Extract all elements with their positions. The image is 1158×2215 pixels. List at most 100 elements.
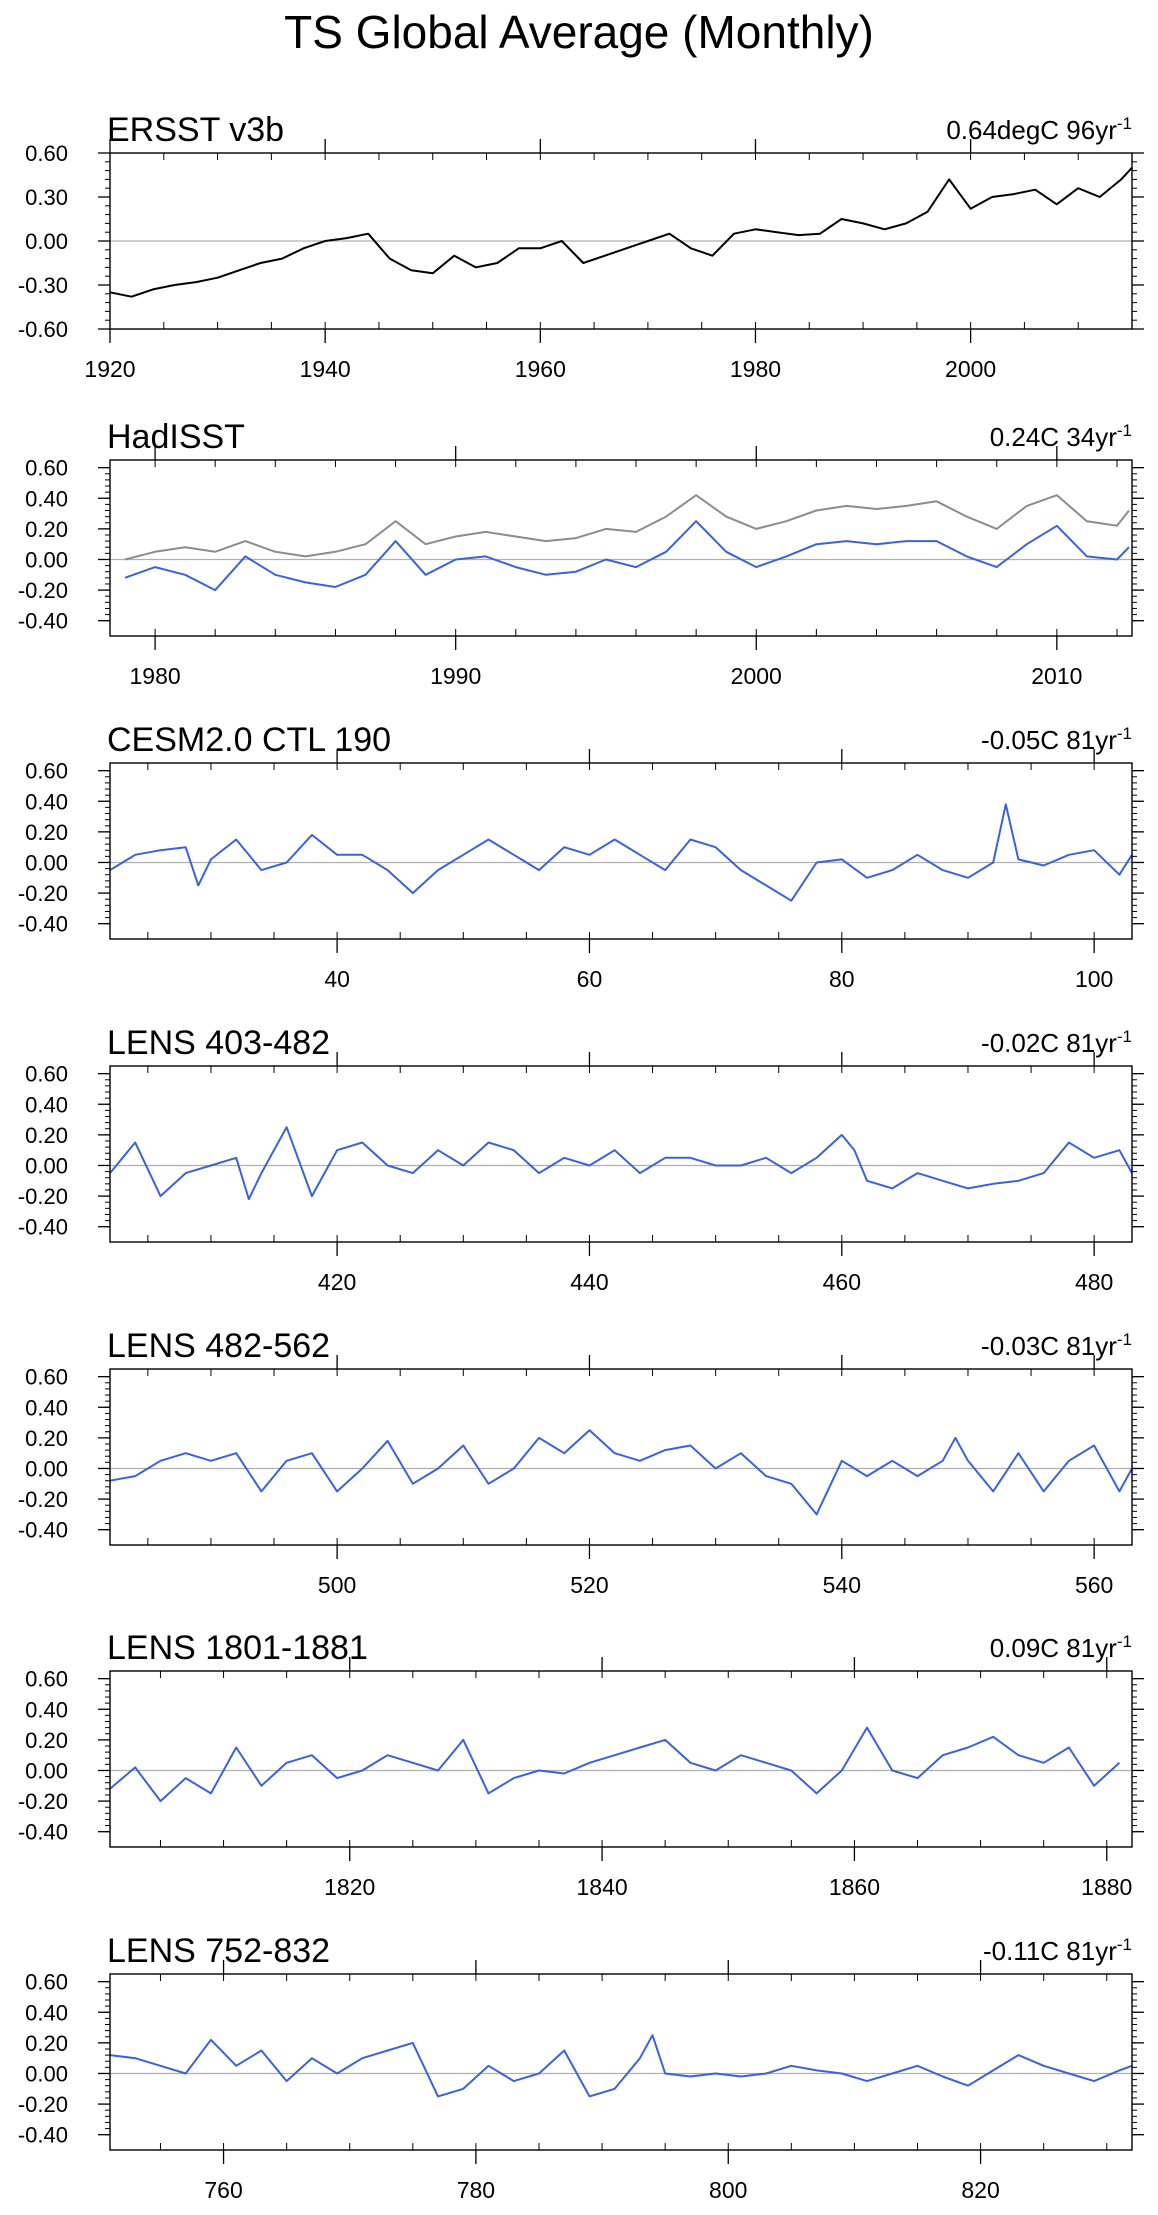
y-tick-label: 0.00: [25, 229, 68, 254]
x-tick-label: 1940: [300, 356, 351, 382]
y-tick-label: 0.00: [25, 1153, 68, 1178]
x-tick-label: 1960: [515, 356, 566, 382]
series-line: [124, 520, 1130, 592]
y-tick-label: 0.00: [25, 1758, 68, 1783]
series-line: [109, 1126, 1133, 1201]
series-line: [124, 494, 1130, 561]
panel-title: CESM2.0 CTL 190: [107, 721, 391, 759]
x-tick-label: 500: [318, 1572, 356, 1598]
panel-title: LENS 482-562: [107, 1327, 330, 1365]
y-tick-label: 0.20: [25, 2031, 68, 2056]
y-tick-label: -0.20: [18, 881, 68, 906]
y-tick-label: -0.40: [18, 1518, 68, 1543]
x-tick-label: 560: [1075, 1572, 1113, 1598]
panel-6: LENS 1801-1881 0.09C 81yr-1 1820 1840 1860 18…: [18, 1629, 1144, 1900]
x-tick-label: 760: [204, 2177, 242, 2203]
x-tick-label: 1820: [324, 1874, 375, 1900]
x-tick-label: 820: [961, 2177, 999, 2203]
y-tick-label: 0.20: [25, 1728, 68, 1753]
x-tick-label: 2000: [945, 356, 996, 382]
y-tick-label: 0.40: [25, 1092, 68, 1117]
y-tick-label: -0.60: [18, 317, 68, 342]
panel-7: LENS 752-832 -0.11C 81yr-1 760 780 800 820 0.6…: [18, 1932, 1144, 2203]
y-tick-label: 0.20: [25, 1426, 68, 1451]
y-tick-label: -0.20: [18, 1487, 68, 1512]
series-line: [109, 167, 1133, 298]
figure-title: TS Global Average (Monthly): [284, 6, 874, 58]
panel-title: LENS 752-832: [107, 1932, 330, 1970]
panel-annotation: 0.24C 34yr-1: [990, 421, 1132, 452]
panel-title: ERSST v3b: [107, 111, 284, 149]
y-tick-label: 0.20: [25, 820, 68, 845]
y-tick-label: -0.20: [18, 1789, 68, 1814]
y-tick-label: 0.20: [25, 517, 68, 542]
x-tick-label: 480: [1075, 1269, 1113, 1295]
x-tick-label: 1920: [84, 356, 135, 382]
plot-frame: [109, 1368, 1133, 1546]
y-tick-label: -0.40: [18, 609, 68, 634]
x-tick-label: 520: [570, 1572, 608, 1598]
y-tick-label: 0.00: [25, 850, 68, 875]
y-tick-label: 0.30: [25, 185, 68, 210]
y-tick-label: 0.60: [25, 141, 68, 166]
y-tick-label: -0.30: [18, 273, 68, 298]
plot-frame: [109, 1670, 1133, 1848]
y-tick-label: 0.00: [25, 1456, 68, 1481]
panel-annotation: -0.05C 81yr-1: [981, 724, 1132, 755]
panel-annotation: -0.03C 81yr-1: [981, 1330, 1132, 1361]
x-tick-label: 460: [823, 1269, 861, 1295]
x-tick-label: 420: [318, 1269, 356, 1295]
x-tick-label: 440: [570, 1269, 608, 1295]
x-tick-label: 40: [324, 966, 350, 992]
y-tick-label: 0.60: [25, 1667, 68, 1692]
x-tick-label: 1880: [1081, 1874, 1132, 1900]
y-tick-label: 0.20: [25, 1123, 68, 1148]
x-tick-label: 100: [1075, 966, 1113, 992]
x-tick-label: 2010: [1031, 663, 1082, 689]
series-line: [109, 803, 1133, 902]
x-tick-label: 1840: [576, 1874, 627, 1900]
y-tick-label: -0.40: [18, 2123, 68, 2148]
y-tick-label: 0.60: [25, 759, 68, 784]
y-tick-label: 0.60: [25, 1365, 68, 1390]
x-tick-label: 540: [823, 1572, 861, 1598]
y-tick-label: 0.40: [25, 1395, 68, 1420]
panel-2: HadISST 0.24C 34yr-1 1980 1990 2000 2010 0.60 0…: [18, 418, 1144, 689]
y-tick-label: 0.40: [25, 486, 68, 511]
x-tick-label: 800: [709, 2177, 747, 2203]
panel-annotation: 0.09C 81yr-1: [990, 1632, 1132, 1663]
y-tick-label: -0.40: [18, 912, 68, 937]
y-tick-label: 0.00: [25, 2061, 68, 2086]
x-tick-label: 2000: [731, 663, 782, 689]
x-tick-label: 780: [457, 2177, 495, 2203]
panel-5: LENS 482-562 -0.03C 81yr-1 500 520 540 560 0.6…: [18, 1327, 1144, 1598]
panel-annotation: -0.02C 81yr-1: [981, 1027, 1132, 1058]
y-tick-label: 0.60: [25, 1062, 68, 1087]
panel-title: HadISST: [107, 418, 245, 456]
plot-frame: [109, 1065, 1133, 1243]
y-tick-label: 0.60: [25, 1970, 68, 1995]
plot-frame: [109, 1973, 1133, 2151]
x-tick-label: 80: [829, 966, 855, 992]
x-tick-label: 60: [577, 966, 603, 992]
y-tick-label: 0.40: [25, 1697, 68, 1722]
y-tick-label: 0.40: [25, 789, 68, 814]
y-tick-label: -0.40: [18, 1820, 68, 1845]
panel-4: LENS 403-482 -0.02C 81yr-1 420 440 460 480 0.6…: [18, 1024, 1144, 1295]
plot-frame: [109, 152, 1133, 330]
y-tick-label: -0.20: [18, 578, 68, 603]
y-tick-label: -0.40: [18, 1215, 68, 1240]
y-tick-label: 0.60: [25, 456, 68, 481]
panel-title: LENS 403-482: [107, 1024, 330, 1062]
panel-3: CESM2.0 CTL 190 -0.05C 81yr-1 40 60 80 100 0.6…: [18, 721, 1144, 992]
series-line: [109, 2034, 1133, 2098]
panel-1: ERSST v3b 0.64degC 96yr-1 1920 1940 1960 1980…: [18, 111, 1144, 382]
series-line: [109, 1429, 1133, 1516]
y-tick-label: 0.00: [25, 547, 68, 572]
x-tick-label: 1860: [829, 1874, 880, 1900]
x-tick-label: 1980: [730, 356, 781, 382]
y-tick-label: -0.20: [18, 2092, 68, 2117]
panel-annotation: 0.64degC 96yr-1: [946, 114, 1132, 145]
y-tick-label: -0.20: [18, 1184, 68, 1209]
